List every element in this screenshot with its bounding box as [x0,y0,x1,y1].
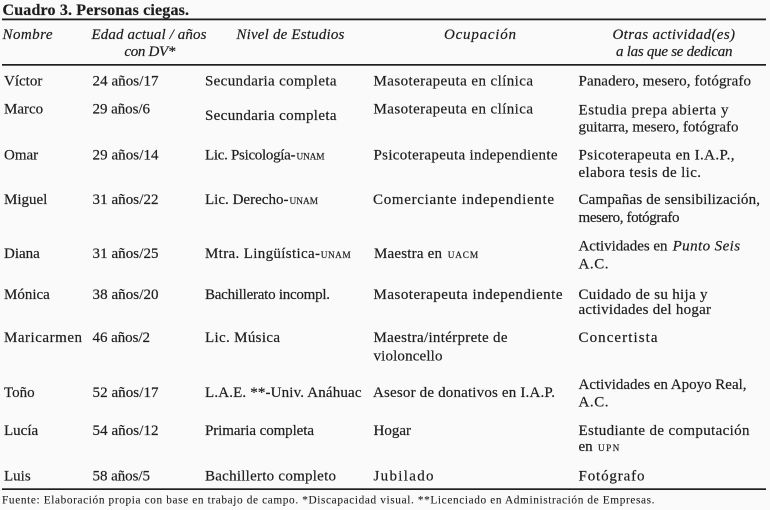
svg-text:A.C.: A.C. [579,394,609,410]
svg-text:Masoterapeuta en clínica: Masoterapeuta en clínica [374,74,534,90]
svg-text:Miguel: Miguel [4,192,47,208]
svg-text:Punto Seis: Punto Seis [672,239,741,255]
svg-text:Masoterapeuta en clínica: Masoterapeuta en clínica [374,102,534,118]
svg-text:52 años/17: 52 años/17 [93,385,160,401]
svg-text:Luis: Luis [4,469,31,485]
svg-text:Hogar: Hogar [374,423,412,439]
svg-text:actividades del hogar: actividades del hogar [579,302,712,318]
svg-text:a las que se dedican: a las que se dedican [616,44,733,60]
svg-text:Fuente: Elaboración propia con: Fuente: Elaboración propia con base en t… [2,495,655,507]
svg-text:Lic. Derecho-: Lic. Derecho- [205,192,289,208]
svg-text:Maestra/intérprete de: Maestra/intérprete de [374,330,508,346]
svg-text:Edad actual / años: Edad actual / años [91,27,207,43]
svg-text:29 años/6: 29 años/6 [93,102,151,118]
svg-text:Masoterapeuta independiente: Masoterapeuta independiente [374,287,563,303]
svg-text:con DV*: con DV* [124,44,175,60]
svg-text:Concertista: Concertista [579,330,658,346]
svg-text:Secundaria completa: Secundaria completa [205,108,337,124]
svg-text:UNAM: UNAM [297,153,325,163]
svg-text:29 años/14: 29 años/14 [93,148,160,164]
svg-text:A.C.: A.C. [579,256,609,272]
svg-text:Bachillerato incompl.: Bachillerato incompl. [205,287,330,303]
svg-text:Campañas de sensibilización,: Campañas de sensibilización, [579,192,761,208]
svg-text:Estudia prepa abierta y: Estudia prepa abierta y [579,102,730,118]
svg-text:Psicoterapeuta en I.A.P.,: Psicoterapeuta en I.A.P., [579,148,735,164]
svg-text:UPN: UPN [598,444,620,454]
svg-text:Otras actividad(es): Otras actividad(es) [613,27,736,43]
svg-text:Bachillerto completo: Bachillerto completo [205,469,336,485]
svg-text:Secundaria completa: Secundaria completa [205,74,337,90]
svg-text:Comerciante independiente: Comerciante independiente [373,192,554,208]
svg-text:violoncello: violoncello [374,349,443,365]
svg-text:58 años/5: 58 años/5 [93,469,151,485]
svg-text:Omar: Omar [4,148,38,164]
svg-text:Lucía: Lucía [4,423,38,439]
svg-text:Estudiante de computación: Estudiante de computación [579,423,751,439]
svg-text:UNAM: UNAM [290,197,319,207]
svg-text:Panadero, mesero, fotógrafo: Panadero, mesero, fotógrafo [579,74,752,90]
svg-text:46 años/2: 46 años/2 [93,330,151,346]
svg-text:Psicoterapeuta independiente: Psicoterapeuta independiente [374,148,558,164]
svg-text:Cuidado de su hija y: Cuidado de su hija y [579,287,709,303]
svg-text:Nivel de Estudios: Nivel de Estudios [235,27,344,43]
svg-text:UACM: UACM [448,251,478,261]
svg-text:L.A.E. **-Univ. Anáhuac: L.A.E. **-Univ. Anáhuac [205,385,362,401]
svg-text:Nombre: Nombre [2,27,53,43]
svg-text:Maestra en: Maestra en [374,246,443,262]
svg-text:54 años/12: 54 años/12 [93,423,159,439]
svg-text:Maricarmen: Maricarmen [4,330,83,346]
svg-text:Mtra. Lingüística-: Mtra. Lingüística- [205,246,320,262]
svg-text:38 años/20: 38 años/20 [93,287,159,303]
svg-text:Lic. Psicología-: Lic. Psicología- [205,148,296,164]
svg-text:Diana: Diana [4,246,40,262]
svg-text:Actividades en: Actividades en [579,239,669,255]
svg-text:Lic. Música: Lic. Música [205,330,280,346]
svg-text:guitarra, mesero, fotógrafo: guitarra, mesero, fotógrafo [579,120,739,136]
svg-text:Marco: Marco [4,102,43,118]
svg-text:Mónica: Mónica [4,287,50,303]
svg-text:elabora tesis de lic.: elabora tesis de lic. [579,165,702,181]
svg-text:31 años/22: 31 años/22 [93,192,159,208]
svg-text:Primaria completa: Primaria completa [205,423,314,439]
svg-text:Actividades en Apoyo Real,: Actividades en Apoyo Real, [579,377,747,393]
svg-text:en: en [579,439,594,455]
svg-text:31 años/25: 31 años/25 [93,246,159,262]
svg-text:Asesor de donativos en I.A.P.: Asesor de donativos en I.A.P. [373,385,555,401]
svg-text:Ocupación: Ocupación [444,27,516,43]
svg-text:UNAM: UNAM [321,251,351,261]
svg-text:Cuadro 3. Personas ciegas.: Cuadro 3. Personas ciegas. [3,2,190,19]
svg-text:24 años/17: 24 años/17 [93,74,160,90]
svg-text:Fotógrafo: Fotógrafo [579,469,645,485]
svg-text:Toño: Toño [4,385,35,401]
svg-text:mesero, fotógrafo: mesero, fotógrafo [579,210,680,226]
svg-text:Jubilado: Jubilado [374,469,434,485]
svg-text:Víctor: Víctor [4,74,42,90]
